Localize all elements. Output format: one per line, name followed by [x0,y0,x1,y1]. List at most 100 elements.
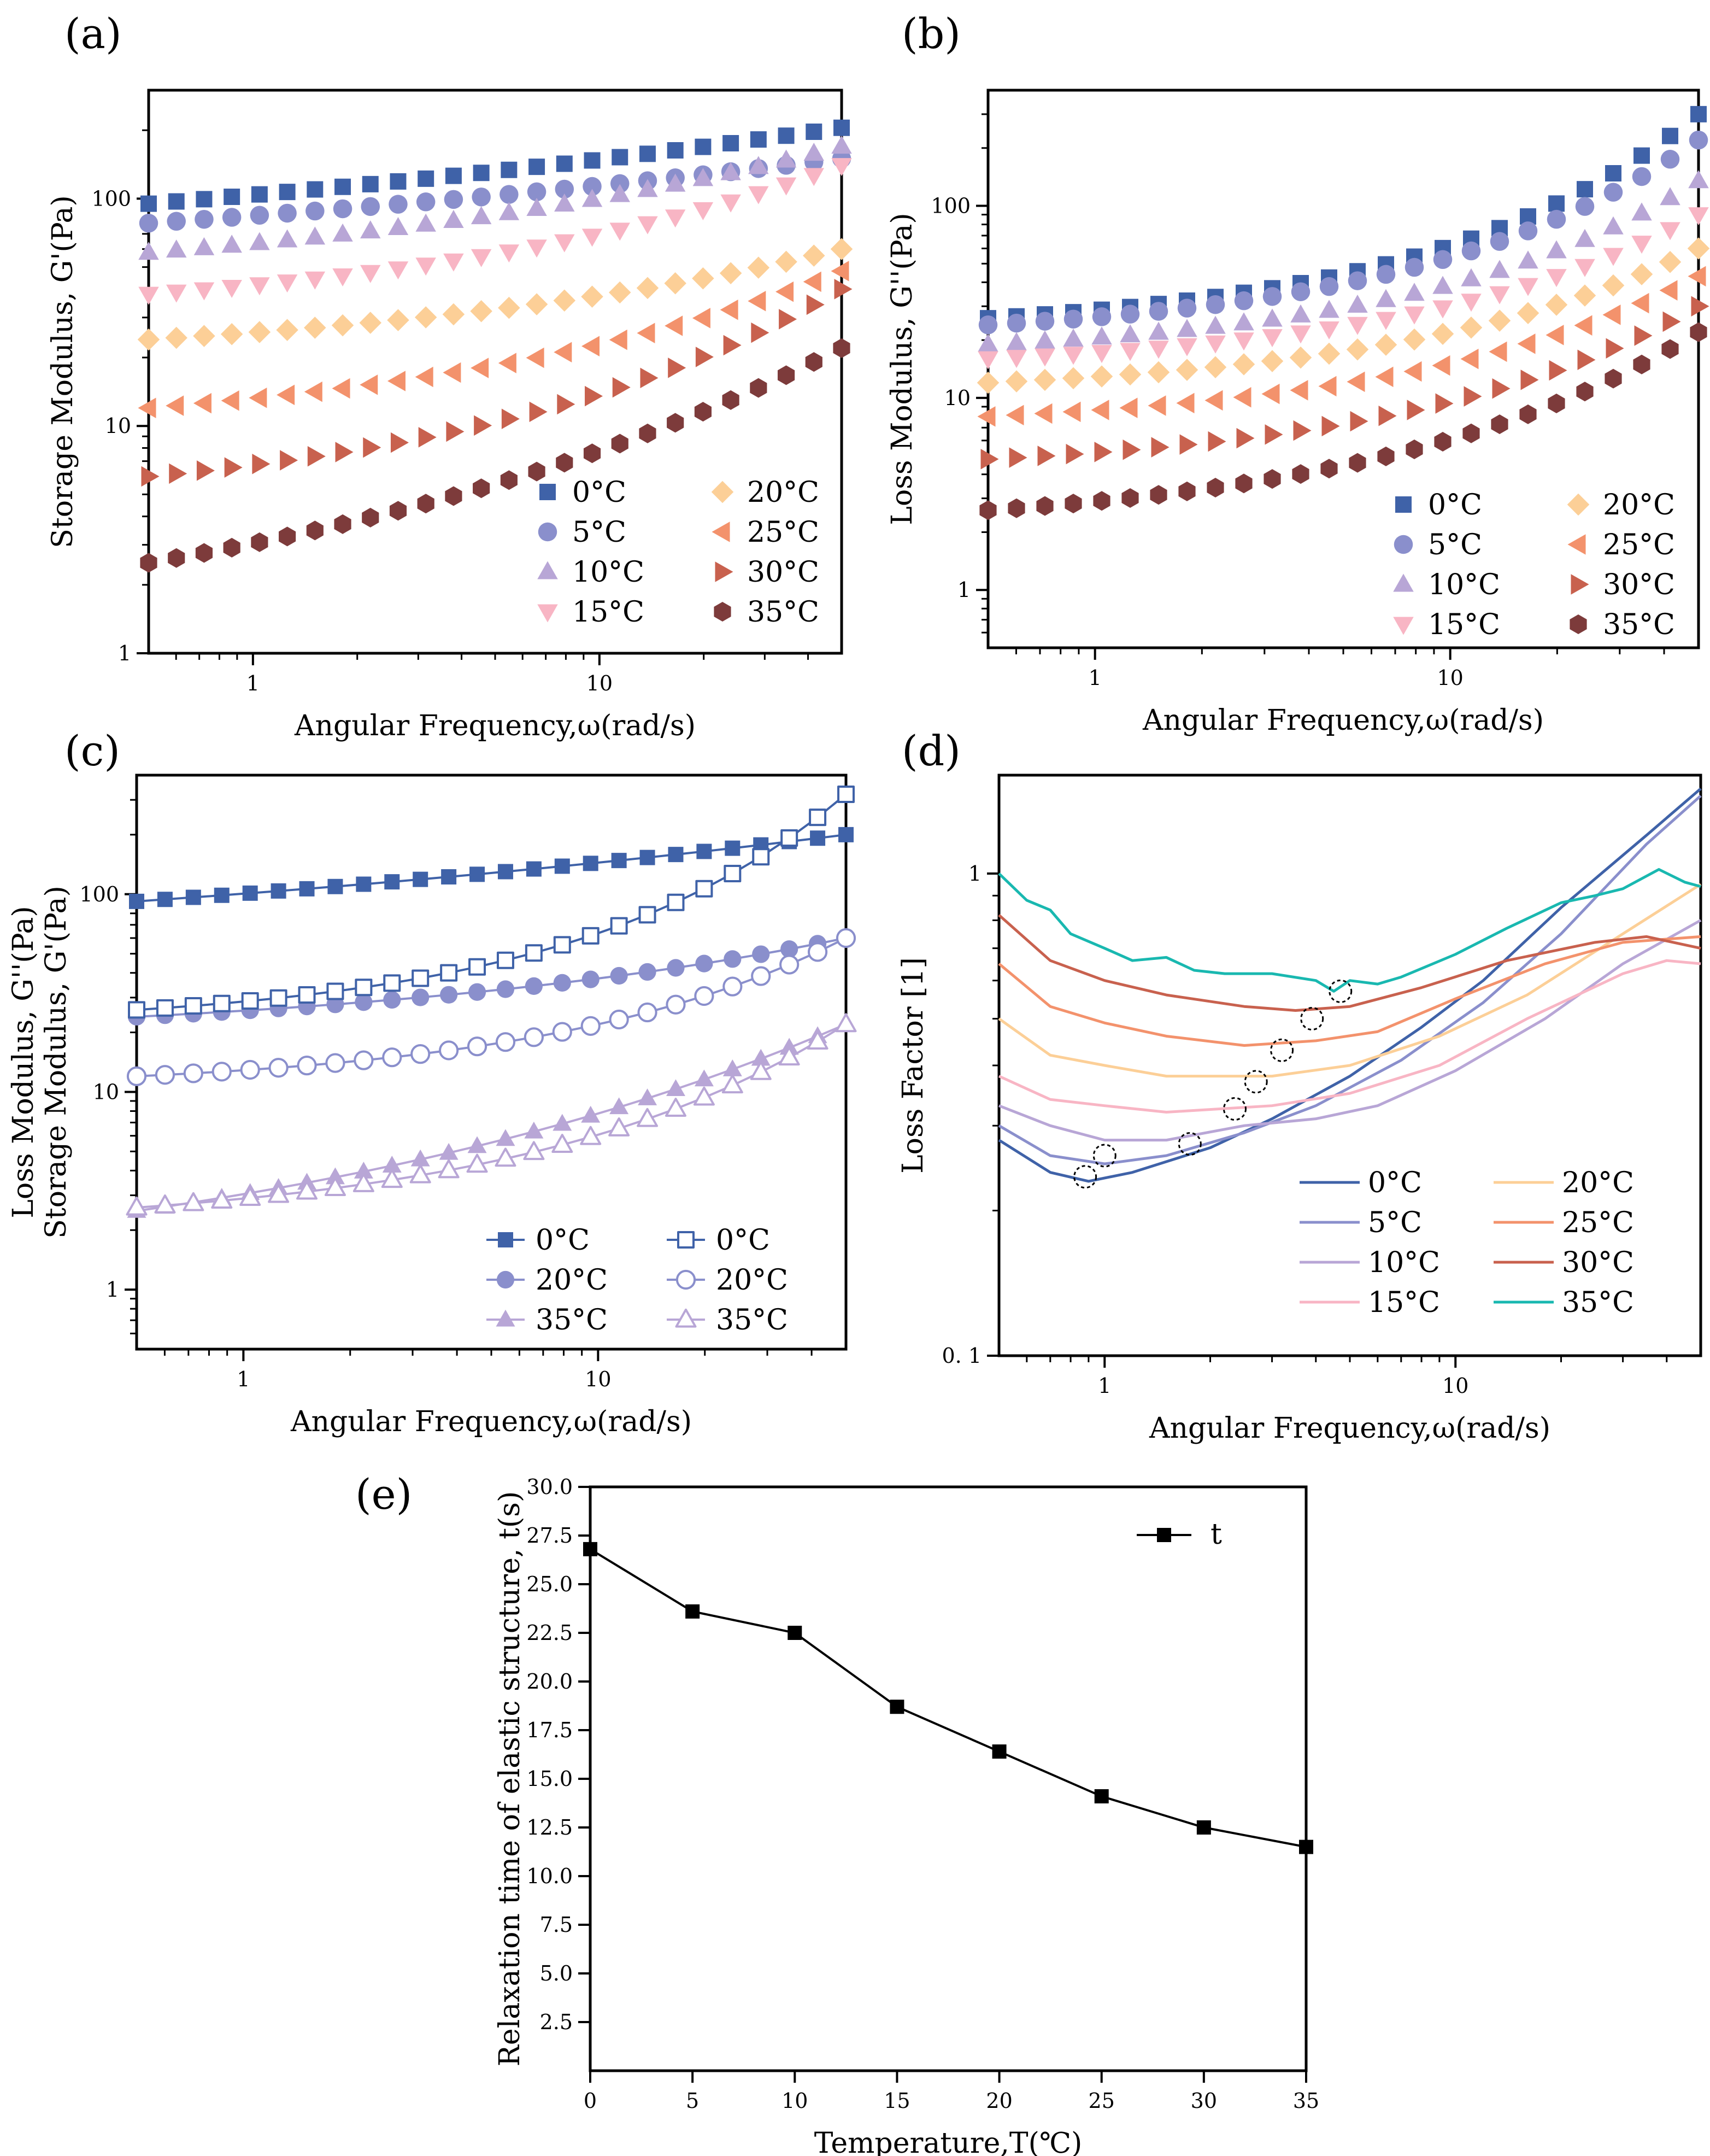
data-point [193,282,215,301]
data-point [384,874,400,890]
data-point [418,170,434,187]
x-axis-title: Temperature,T(℃) [814,2127,1083,2156]
legend-marker [711,481,734,503]
legend-marker [715,561,733,582]
data-point [334,514,351,534]
data-point [224,457,243,478]
y-axis-title: Loss Factor [1] [897,957,930,1174]
data-point [693,1086,715,1106]
data-point [1006,332,1027,350]
data-point [1404,283,1425,301]
x-tick-label: 0 [584,2089,597,2113]
series-20°C-storage [127,929,855,1026]
data-point [609,222,630,241]
data-point [775,250,797,273]
data-point [720,300,738,320]
data-point [1179,434,1198,455]
data-point [410,1149,430,1167]
data-point [978,315,998,335]
crossover-circle [1300,1007,1324,1031]
series-25°C [998,935,1701,1047]
data-point [1491,220,1508,237]
series-35°C-loss [126,1013,857,1216]
data-point [553,1114,572,1131]
data-point [1376,289,1396,307]
data-point [1066,443,1084,465]
data-point [1376,265,1396,284]
series-line [998,868,1701,993]
data-point [1605,368,1622,389]
data-point [1434,432,1452,452]
y-tick-label: 12.5 [526,1815,573,1839]
data-point [609,329,627,350]
data-point [1659,250,1682,273]
data-point [165,326,187,349]
data-point [583,177,602,196]
data-point [583,443,601,464]
data-point [1631,202,1652,221]
data-point [806,294,825,315]
data-point [637,1108,659,1127]
data-point [751,322,769,343]
legend-marker [712,522,730,542]
data-point [1092,307,1112,326]
data-point [1432,276,1453,294]
data-point [221,235,242,253]
y-axis-title-2: Storage Modulus, G'(Pa) [40,886,73,1239]
data-point [183,1192,204,1211]
data-point [1432,355,1450,376]
plot-frame [135,774,848,1351]
data-point [724,865,742,882]
data-point [362,507,379,528]
data-point [414,306,437,329]
data-point [1378,406,1397,426]
data-point [748,186,769,204]
legend-label: 30°C [1562,1246,1634,1279]
data-point [128,1001,145,1019]
data-point [639,849,655,865]
data-point [298,986,316,1004]
data-point [1517,333,1536,354]
data-point [224,189,240,206]
data-point [554,858,570,874]
data-point [417,494,434,514]
legend-marker [1394,535,1413,554]
data-point [1262,329,1283,348]
series-line [998,883,1702,1078]
data-point [720,162,741,180]
data-point [249,388,267,408]
data-point [666,994,686,1015]
data-point [1121,488,1139,508]
data-point [1235,473,1253,494]
data-point [1035,348,1055,367]
data-point [469,866,485,882]
data-point [383,974,401,992]
data-point [268,1058,289,1078]
data-point [184,997,202,1015]
data-point [581,970,600,988]
data-point [1660,150,1680,169]
data-point [748,156,769,174]
data-point [608,1117,630,1136]
data-point [1178,481,1196,501]
legend-marker [1570,614,1587,634]
x-axis-title: Angular Frequency,ω(rad/s) [1149,1412,1550,1445]
data-point [668,847,684,863]
data-point [1319,277,1339,296]
data-point [1119,363,1142,386]
legend-label: 25°C [1562,1206,1634,1239]
data-point [553,289,576,312]
data-point [806,124,822,140]
data-point [325,1167,345,1185]
data-point [361,197,380,216]
crossover-circle [1223,1097,1247,1121]
data-point [1461,294,1482,312]
legend: 0°C 20°C 35°C 0°C 20°C 35°C [486,1224,788,1337]
data-point [554,342,572,362]
series-15°C [998,959,1701,1114]
series-line [998,787,1702,1183]
data-point [779,954,800,975]
data-point [141,466,160,487]
data-point [1007,313,1026,333]
data-point [608,281,631,304]
